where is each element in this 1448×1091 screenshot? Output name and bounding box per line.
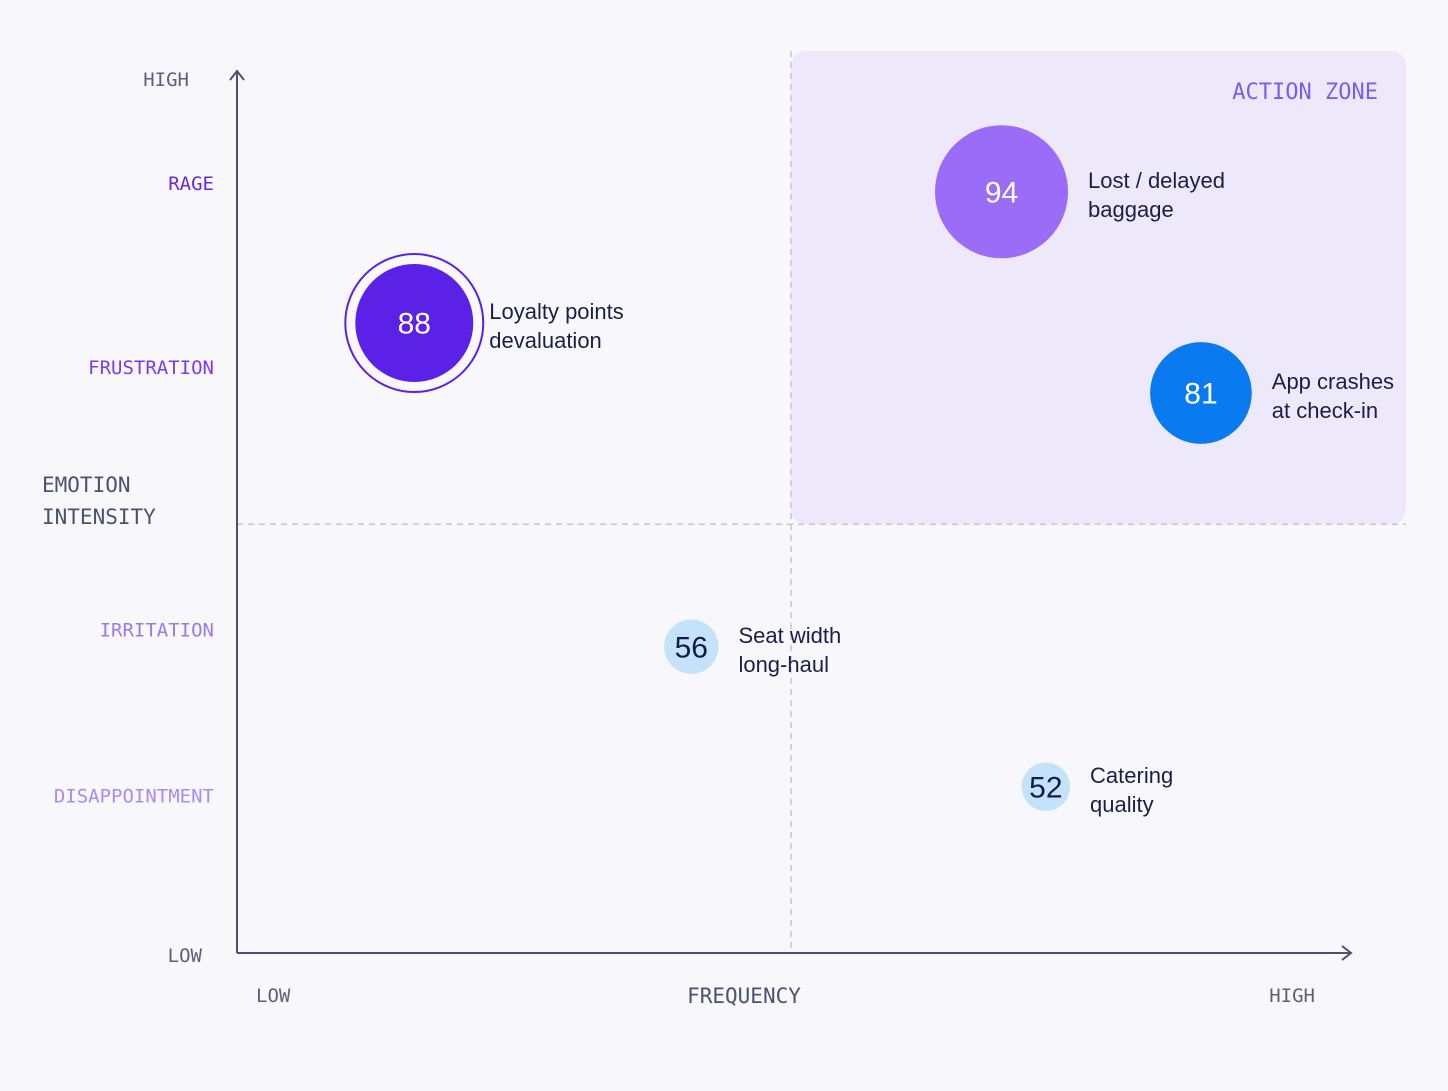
y-level-label: RAGE	[168, 173, 214, 195]
point-label-line: at check-in	[1272, 398, 1378, 423]
point-score: 81	[1184, 378, 1217, 411]
data-point[interactable]: 88 Loyalty points devaluation	[344, 253, 624, 393]
point-label-line: Catering	[1090, 763, 1173, 788]
point-score: 94	[985, 176, 1018, 209]
y-level-label: IRRITATION	[100, 619, 214, 641]
data-point[interactable]: 56 Seat width long-haul	[664, 619, 841, 677]
point-score: 52	[1029, 771, 1062, 804]
data-point[interactable]: 52 Catering quality	[1021, 762, 1174, 817]
point-label-line: quality	[1090, 792, 1154, 817]
point-bubble[interactable]	[1150, 342, 1252, 444]
point-bubble[interactable]	[935, 125, 1069, 259]
y-axis-title-line: EMOTION	[42, 473, 131, 497]
data-point[interactable]: 94 Lost / delayed baggage	[935, 125, 1225, 259]
point-label-line: baggage	[1088, 197, 1174, 222]
y-axis-high-label: HIGH	[143, 69, 189, 91]
x-axis-arrow-icon	[1341, 945, 1353, 961]
point-bubble[interactable]	[664, 619, 719, 674]
point-label: Seat width long-haul	[738, 623, 841, 677]
point-label-line: Seat width	[738, 623, 841, 648]
point-label-line: Lost / delayed	[1088, 168, 1225, 193]
point-label-line: devaluation	[489, 328, 602, 353]
x-axis-high-label: HIGH	[1269, 985, 1315, 1007]
x-axis-low-label: LOW	[256, 985, 291, 1007]
y-level-label: DISAPPOINTMENT	[54, 786, 214, 808]
point-bubble[interactable]	[1021, 762, 1071, 811]
point-label: Lost / delayed baggage	[1088, 168, 1225, 222]
point-label: Catering quality	[1090, 763, 1173, 817]
point-label-line: Loyalty points	[489, 299, 624, 324]
action-zone-area	[791, 51, 1406, 525]
data-point[interactable]: 81 App crashes at check-in	[1150, 342, 1394, 444]
point-label-line: App crashes	[1272, 369, 1394, 394]
highlight-ring	[344, 253, 485, 393]
y-axis-title: EMOTION INTENSITY	[42, 473, 156, 529]
point-label: App crashes at check-in	[1272, 369, 1394, 423]
y-axis-arrow-icon	[229, 69, 245, 81]
x-axis-title: FREQUENCY	[687, 984, 801, 1008]
point-label: Loyalty points devaluation	[489, 299, 624, 353]
point-label-line: long-haul	[738, 652, 829, 677]
y-level-labels: RAGE FRUSTRATION IRRITATION DISAPPOINTMENT	[54, 173, 214, 808]
point-bubble[interactable]	[355, 264, 474, 382]
y-level-label: FRUSTRATION	[88, 357, 214, 379]
y-axis-title-line: INTENSITY	[42, 505, 156, 529]
data-points: 94 Lost / delayed baggage 88 Loyalty points d…	[344, 125, 1394, 817]
point-score: 88	[398, 308, 431, 341]
point-score: 56	[675, 631, 708, 664]
action-zone-label: ACTION ZONE	[1232, 80, 1378, 105]
y-axis-low-label: LOW	[168, 945, 203, 967]
